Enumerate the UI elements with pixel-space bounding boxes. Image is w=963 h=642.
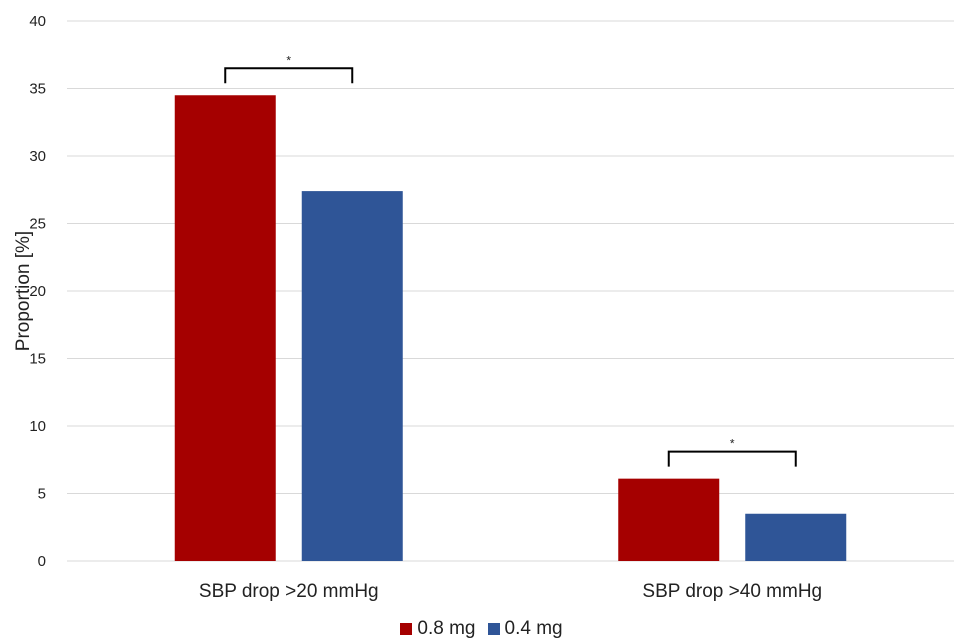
bar — [174, 95, 276, 561]
legend-swatch — [487, 623, 500, 635]
x-tick-label: SBP drop >20 mmHg — [199, 581, 379, 602]
bar — [618, 478, 720, 561]
bar — [301, 191, 403, 561]
y-tick-label: 30 — [29, 148, 46, 165]
legend-label: 0.8 mg — [417, 618, 476, 639]
y-tick-label: 25 — [29, 216, 46, 233]
significance-marker: * — [286, 53, 291, 67]
legend: 0.8 mg 0.4 mg — [0, 617, 963, 641]
legend-label: 0.4 mg — [504, 618, 563, 639]
y-tick-label: 0 — [38, 553, 46, 570]
significance-marker: * — [730, 437, 735, 451]
legend-swatch — [400, 623, 413, 635]
legend-item: 0.4 mg — [487, 618, 563, 640]
y-tick-label: 5 — [38, 486, 46, 503]
y-axis-label: Proportion [%] — [13, 231, 34, 351]
y-tick-label: 15 — [29, 351, 46, 368]
legend-item: 0.8 mg — [400, 618, 476, 640]
bar — [745, 513, 847, 561]
y-tick-label: 10 — [29, 418, 46, 435]
significance-bracket — [224, 67, 354, 84]
x-tick-label: SBP drop >40 mmHg — [642, 581, 822, 602]
y-tick-label: 20 — [29, 283, 46, 300]
significance-bracket — [667, 450, 797, 467]
y-tick-label: 40 — [29, 13, 46, 30]
y-tick-label: 35 — [29, 81, 46, 98]
